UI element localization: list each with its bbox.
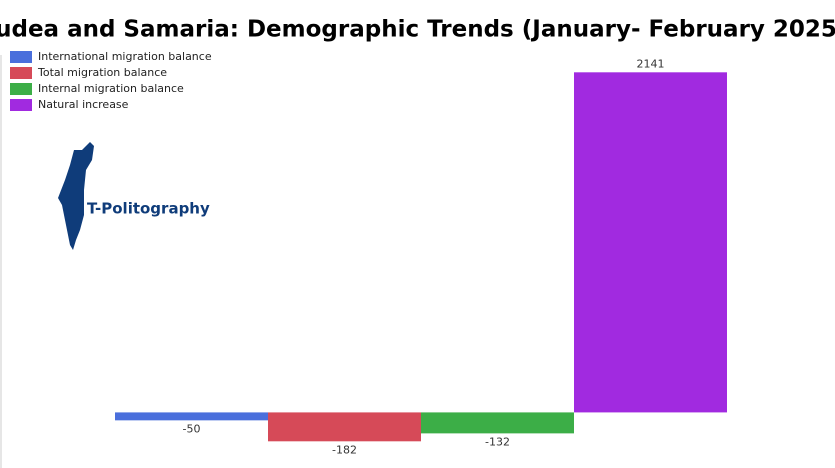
- legend-swatch: [10, 51, 32, 63]
- legend-label: Natural increase: [38, 98, 129, 111]
- chart-title: Judea and Samaria: Demographic Trends (J…: [0, 17, 835, 43]
- logo-text: T-Politography: [87, 200, 210, 218]
- legend-swatch: [10, 67, 32, 79]
- bar: [115, 412, 268, 421]
- data-label: 2141: [637, 57, 665, 70]
- bar: [268, 412, 421, 442]
- data-label: -50: [183, 422, 201, 435]
- data-label: -182: [332, 443, 357, 456]
- data-label: -132: [485, 435, 510, 448]
- logo: T-Politography: [58, 142, 210, 250]
- legend-swatch: [10, 99, 32, 111]
- bar: [421, 412, 574, 434]
- legend-label: Total migration balance: [37, 66, 167, 79]
- legend-label: International migration balance: [38, 50, 212, 63]
- logo-map: [58, 142, 94, 250]
- legend-label: Internal migration balance: [38, 82, 184, 95]
- legend-swatch: [10, 83, 32, 95]
- bar: [574, 72, 727, 413]
